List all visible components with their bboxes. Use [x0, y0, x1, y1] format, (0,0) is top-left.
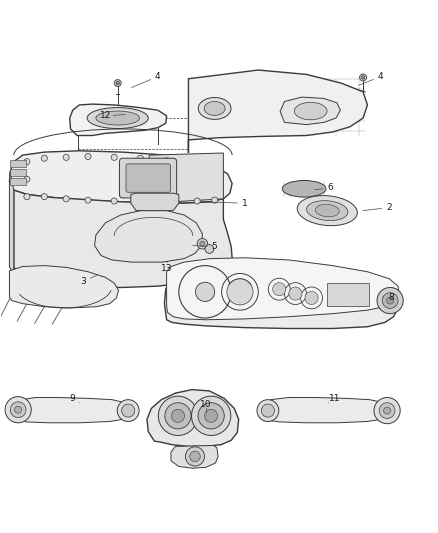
Text: 6: 6	[328, 183, 333, 192]
Polygon shape	[14, 190, 232, 287]
Circle shape	[361, 76, 365, 79]
Circle shape	[163, 158, 170, 164]
Ellipse shape	[87, 108, 148, 128]
Circle shape	[158, 396, 198, 435]
Polygon shape	[171, 446, 218, 468]
Ellipse shape	[96, 111, 140, 125]
Circle shape	[5, 397, 31, 423]
Circle shape	[200, 241, 205, 246]
Circle shape	[387, 297, 394, 304]
Polygon shape	[149, 153, 223, 203]
Text: 4: 4	[155, 72, 161, 81]
Circle shape	[194, 198, 200, 204]
Circle shape	[85, 197, 91, 203]
Ellipse shape	[204, 101, 225, 116]
Polygon shape	[131, 193, 179, 211]
Polygon shape	[10, 265, 119, 308]
Circle shape	[146, 199, 152, 205]
Circle shape	[261, 404, 275, 417]
Circle shape	[360, 74, 367, 81]
Polygon shape	[188, 70, 367, 153]
Polygon shape	[164, 262, 397, 328]
Circle shape	[257, 400, 279, 422]
Circle shape	[382, 293, 398, 309]
Circle shape	[24, 193, 30, 200]
Circle shape	[289, 287, 302, 300]
Text: 8: 8	[389, 293, 394, 302]
Circle shape	[165, 403, 191, 429]
Circle shape	[114, 79, 121, 87]
Circle shape	[111, 154, 117, 160]
Polygon shape	[166, 258, 399, 320]
Circle shape	[172, 199, 178, 205]
Text: 4: 4	[378, 72, 383, 81]
Text: 5: 5	[212, 243, 218, 252]
Bar	[11, 178, 25, 185]
Circle shape	[205, 409, 218, 422]
Circle shape	[146, 167, 152, 174]
Circle shape	[374, 398, 400, 424]
Ellipse shape	[297, 196, 357, 225]
Circle shape	[85, 154, 91, 159]
Text: 9: 9	[70, 394, 76, 403]
Circle shape	[122, 404, 135, 417]
Circle shape	[205, 245, 214, 253]
Circle shape	[11, 402, 26, 417]
Circle shape	[212, 197, 218, 203]
Circle shape	[63, 154, 69, 160]
Circle shape	[111, 198, 117, 204]
Circle shape	[190, 451, 200, 462]
Circle shape	[384, 407, 391, 414]
Circle shape	[377, 287, 403, 313]
Circle shape	[41, 193, 47, 200]
Circle shape	[117, 400, 139, 422]
Polygon shape	[70, 104, 166, 135]
Ellipse shape	[315, 205, 339, 217]
Text: 11: 11	[329, 394, 340, 403]
Circle shape	[41, 155, 47, 161]
Text: 3: 3	[81, 277, 87, 286]
Text: 12: 12	[100, 111, 111, 120]
Ellipse shape	[307, 200, 348, 221]
Text: 13: 13	[161, 264, 173, 273]
Circle shape	[63, 196, 69, 202]
Bar	[11, 160, 25, 167]
Polygon shape	[10, 171, 14, 275]
Polygon shape	[10, 151, 232, 203]
Circle shape	[195, 282, 215, 302]
Circle shape	[14, 406, 21, 413]
Circle shape	[24, 159, 30, 165]
FancyBboxPatch shape	[120, 158, 177, 198]
Circle shape	[116, 82, 120, 85]
Circle shape	[379, 403, 395, 418]
Circle shape	[146, 176, 152, 182]
Bar	[11, 169, 25, 176]
Circle shape	[197, 239, 208, 249]
Bar	[327, 283, 369, 306]
Circle shape	[227, 279, 253, 305]
Polygon shape	[95, 211, 202, 262]
Circle shape	[138, 155, 144, 161]
Polygon shape	[12, 398, 131, 423]
Circle shape	[171, 409, 184, 422]
Text: 2: 2	[386, 203, 392, 212]
Circle shape	[24, 176, 30, 182]
Polygon shape	[262, 398, 390, 423]
Text: 1: 1	[242, 199, 248, 208]
Circle shape	[185, 447, 205, 466]
Circle shape	[273, 282, 286, 296]
FancyBboxPatch shape	[126, 164, 170, 192]
Ellipse shape	[283, 181, 326, 197]
Circle shape	[198, 403, 224, 429]
Text: 10: 10	[200, 400, 212, 408]
Circle shape	[191, 396, 231, 435]
Ellipse shape	[294, 102, 327, 120]
Ellipse shape	[198, 98, 231, 119]
Circle shape	[305, 292, 318, 304]
Polygon shape	[147, 390, 239, 446]
Polygon shape	[280, 97, 340, 125]
